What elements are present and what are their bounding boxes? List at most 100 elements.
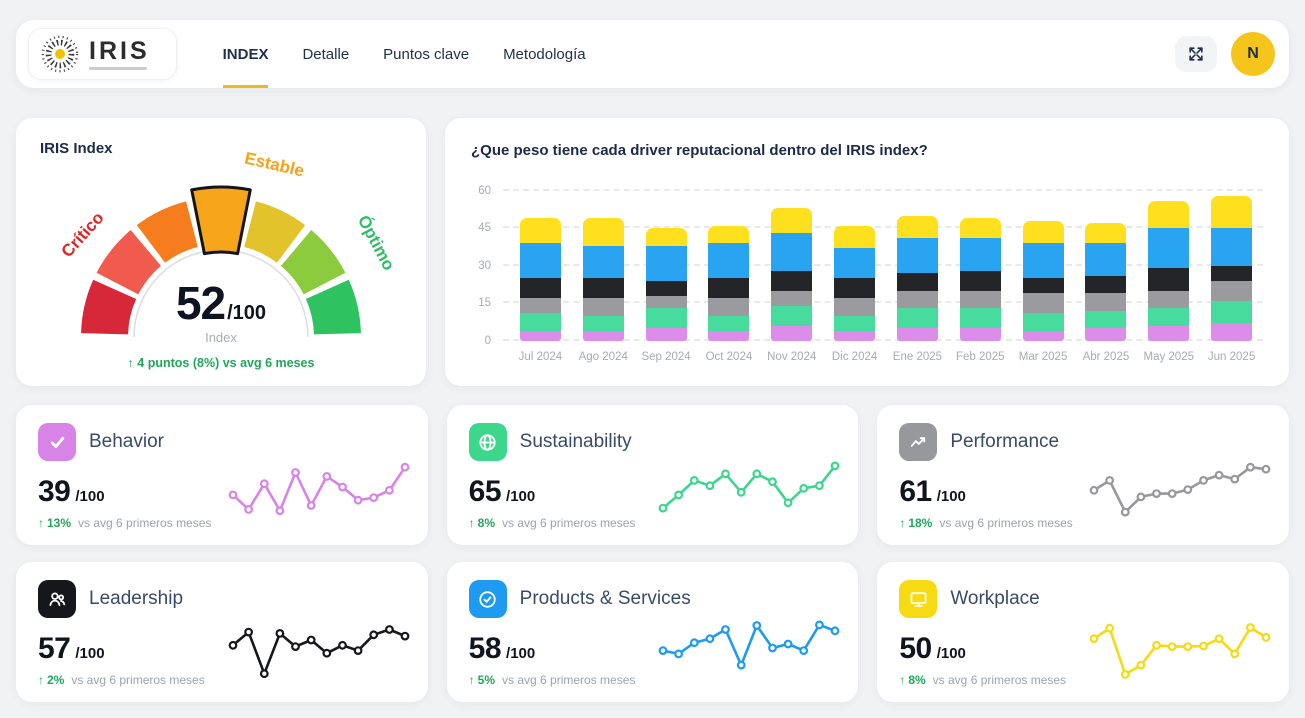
driver-sparkline-sustainability [656,446,842,533]
bar-segment-sustainability [896,308,938,329]
tab-detalle[interactable]: Detalle [302,45,350,63]
stacked-bar[interactable] [708,225,750,341]
driver-score: 61/100 [899,475,1267,509]
gridline-0: 0 [485,335,1263,347]
fullscreen-button[interactable] [1175,36,1217,72]
driver-title: Performance [950,431,1060,452]
bar-segment-behavior [1085,328,1127,341]
gridline-60: 60 [478,185,1263,197]
gridline-15: 15 [478,297,1263,309]
driver-sparkline-workplace [1087,603,1273,690]
bar-column-jul-2024 [509,183,572,341]
driver-card-leadership: Leadership 57/100 ↑ 2% vs avg 6 primeros m… [16,562,428,702]
stacked-bar[interactable] [1211,195,1253,341]
stacked-bar[interactable] [834,225,876,341]
bar-segment-leadership [708,278,750,299]
stacked-bar-chart: 60 45 30 15 0 [478,183,1263,347]
stacked-bar[interactable] [771,208,813,341]
bar-segment-performance [959,290,1001,309]
bar-segment-workplace [1022,220,1064,244]
stacked-bar[interactable] [645,228,687,341]
stacked-bar[interactable] [519,218,561,341]
iris-logo-icon [41,35,79,73]
delta-up-arrow-icon: ↑ [468,516,475,530]
x-axis-label: Ene 2025 [892,351,943,363]
tab-metodología[interactable]: Metodología [503,45,586,63]
bar-column-ago-2024 [572,183,635,341]
driver-delta-note: vs avg 6 primeros meses [502,516,636,530]
bar-segment-products-services [582,245,624,279]
bar-segment-sustainability [645,308,687,329]
trend-up-icon [899,423,938,461]
driver-card-products-services: Products & Services 58/100 ↑ 5% vs avg 6 p… [446,562,859,702]
bar-segment-workplace [708,225,750,244]
driver-score-suffix: /100 [506,488,536,505]
bar-segment-behavior [1022,330,1064,341]
driver-delta-note: vs avg 6 primeros meses [502,673,636,687]
bar-segment-workplace [1211,195,1253,229]
driver-score-suffix: /100 [936,645,966,662]
bar-segment-products-services [1211,228,1253,266]
stacked-bar[interactable] [582,218,624,341]
tab-puntos-clave[interactable]: Puntos clave [383,45,470,63]
driver-score: 65/100 [469,475,837,509]
bar-segment-workplace [582,218,624,246]
bar-segment-sustainability [771,305,813,326]
top-navigation-bar: IRIS INDEX Detalle Puntos clave Metodología… [16,20,1289,88]
bar-segment-performance [1085,293,1127,311]
bar-segment-behavior [582,330,624,341]
stacked-bar[interactable] [1022,220,1064,341]
bar-segment-leadership [959,270,1001,291]
x-axis-label: Dic 2024 [831,351,878,363]
badge-check-icon [468,580,507,618]
delta-up-arrow-icon: ↑ [38,516,44,530]
x-axis-label: Nov 2024 [767,351,817,363]
nav-tabs: INDEX Detalle Puntos clave Metodología [222,20,586,88]
stacked-bar[interactable] [959,218,1001,341]
stacked-bar[interactable] [1148,200,1190,341]
driver-delta: ↑ 18% vs avg 6 primeros meses [899,516,1267,530]
stacked-bar[interactable] [896,215,938,341]
driver-delta-pct: 8% [908,673,926,687]
iris-logo[interactable]: IRIS [28,28,177,80]
driver-score-value: 61 [899,475,932,508]
driver-card-workplace: Workplace 50/100 ↑ 8% vs avg 6 primeros me… [877,562,1289,702]
bar-segment-products-services [896,238,938,274]
bar-column-jun-2025 [1200,183,1263,341]
driver-delta-note: vs avg 6 primeros meses [71,673,205,687]
tab-index[interactable]: INDEX [222,20,269,88]
bar-segment-behavior [896,328,938,341]
driver-delta-pct: 2% [47,673,65,687]
driver-score: 50/100 [899,632,1267,666]
bar-segment-leadership [896,273,938,291]
driver-title: Sustainability [519,431,632,452]
driver-header: Products & Services [468,580,837,618]
gauge-score: 52/100 Index [40,276,402,345]
delta-up-arrow-icon: ↑ [38,673,44,687]
bar-segment-behavior [771,325,813,341]
user-avatar[interactable]: N [1231,32,1275,76]
bar-segment-products-services [645,245,687,281]
x-axis-label: Mar 2025 [1018,351,1068,363]
x-axis-label: Sep 2024 [641,351,691,363]
driver-title: Products & Services [519,588,691,609]
bar-segment-sustainability [959,308,1001,329]
bar-segment-products-services [1022,243,1064,279]
gauge-delta: ↑ 4 puntos (8%) vs avg 6 meses [16,356,426,370]
driver-title: Leadership [89,588,184,609]
monitor-icon [899,580,938,618]
bar-segment-sustainability [582,315,624,331]
driver-delta-note: vs avg 6 primeros meses [932,673,1067,687]
bar-segment-products-services [519,243,561,279]
stacked-bar[interactable] [1085,223,1127,341]
bar-segment-behavior [959,328,1001,341]
bar-segment-performance [1211,280,1253,301]
bar-segment-sustainability [1085,310,1127,329]
bar-segment-workplace [1085,223,1127,244]
bar-segment-leadership [771,270,813,291]
delta-up-arrow-icon: ↑ [899,516,906,530]
driver-score-suffix: /100 [936,488,966,505]
x-axis-label: Feb 2025 [955,351,1005,363]
gauge-score-caption: Index [205,330,237,345]
driver-delta-pct: 13% [47,516,72,530]
